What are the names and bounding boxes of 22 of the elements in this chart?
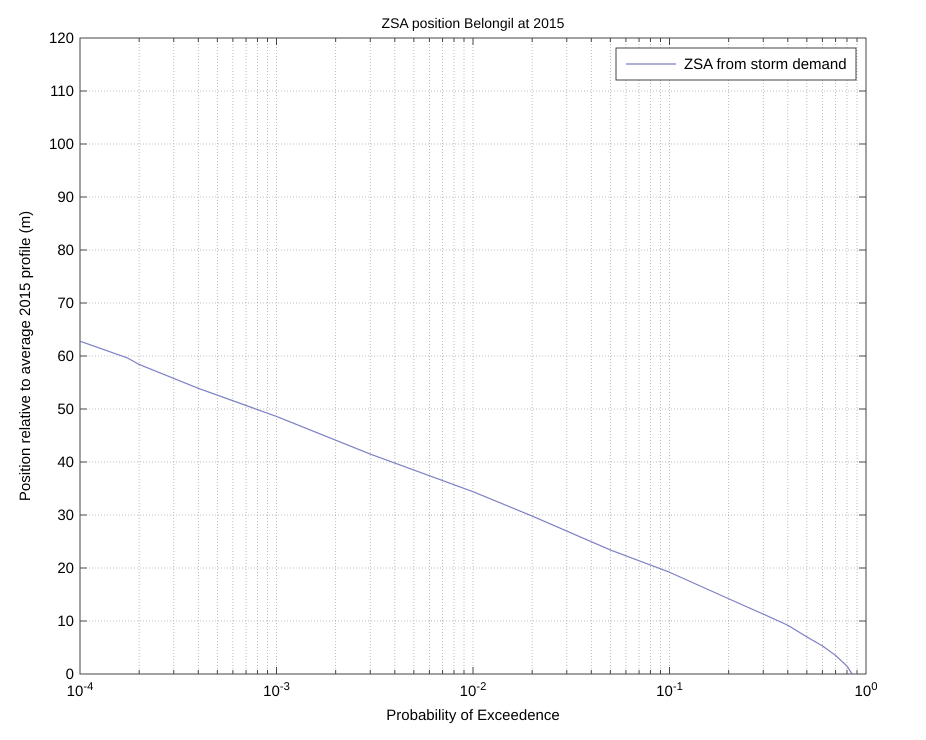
- x-tick-label: 10$^{-1}$: [656, 681, 683, 700]
- x-tick-label: 10$^{-4}$: [66, 681, 94, 700]
- chart-title: ZSA position Belongil at 2015: [382, 15, 565, 31]
- y-tick-label: 30: [57, 507, 74, 524]
- y-tick-label: 60: [57, 348, 74, 365]
- x-tick-label: 10$^{-3}$: [263, 681, 290, 700]
- x-tick-label: 10$^{-2}$: [460, 681, 486, 700]
- y-tick-label: 20: [57, 560, 74, 577]
- y-tick-label: 100: [48, 136, 74, 153]
- y-tick-label: 50: [57, 401, 74, 418]
- y-tick-label: 70: [57, 295, 74, 312]
- y-tick-label: 10: [57, 613, 74, 630]
- y-tick-label: 0: [66, 666, 74, 683]
- y-tick-label: 120: [48, 30, 74, 47]
- y-tick-label: 90: [57, 189, 74, 206]
- y-tick-label: 40: [57, 454, 74, 471]
- y-tick-label: 80: [57, 242, 74, 259]
- y-axis-title: Position relative to average 2015 profile (m): [17, 210, 34, 502]
- x-axis-title: Probability of Exceedence: [386, 707, 560, 724]
- x-tick-label: 10$^{0}$: [854, 681, 878, 700]
- legend-label: ZSA from storm demand: [684, 56, 847, 73]
- y-tick-label: 110: [50, 83, 74, 100]
